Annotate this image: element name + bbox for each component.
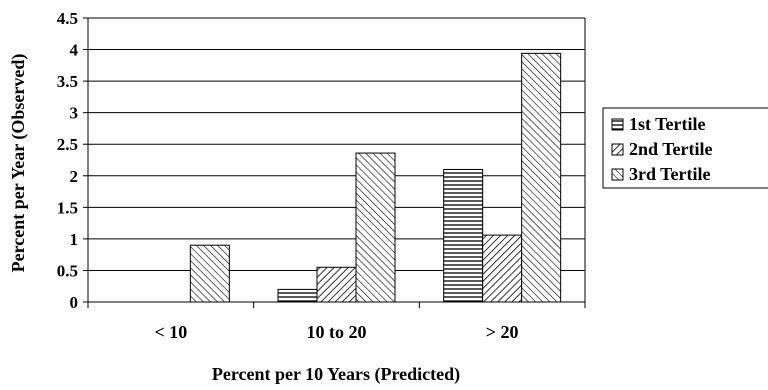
y-tick-label: 0	[70, 293, 79, 312]
bars	[189, 52, 562, 303]
legend-swatch	[611, 168, 624, 181]
y-tick-label: 4	[70, 41, 79, 60]
y-tick-label: 3	[70, 104, 79, 123]
x-category-label: > 20	[486, 322, 519, 342]
y-tick-label: 1	[70, 230, 79, 249]
bar-3-1	[189, 244, 230, 303]
axes	[87, 17, 586, 308]
bar-1-3	[443, 168, 484, 303]
y-tick-label: 2	[70, 167, 79, 186]
bar-2-3	[482, 234, 523, 303]
y-tick-label: 1.5	[57, 198, 78, 217]
y-tick-label: 4.5	[57, 9, 78, 28]
x-category-labels: < 10 10 to 20 > 20	[154, 322, 518, 342]
y-tick-labels: 0 0.5 1 1.5 2 2.5 3 3.5 4 4.5	[57, 9, 79, 312]
legend-label: 3rd Tertile	[629, 164, 711, 184]
bar-1-2	[277, 288, 318, 303]
x-category-label: 10 to 20	[307, 322, 367, 342]
bar-3-2	[355, 152, 396, 303]
y-axis-title: Percent per Year (Observed)	[8, 54, 29, 273]
legend: 1st Tertile 2nd Tertile 3rd Tertile	[602, 107, 768, 189]
y-tick-label: 0.5	[57, 261, 78, 280]
legend-swatch	[611, 118, 624, 131]
x-category-label: < 10	[154, 322, 187, 342]
y-tick-label: 2.5	[57, 135, 78, 154]
legend-label: 1st Tertile	[629, 114, 706, 134]
bar-3-3	[521, 52, 562, 303]
y-tick-label: 3.5	[57, 72, 78, 91]
x-axis-title: Percent per 10 Years (Predicted)	[212, 364, 460, 385]
bar-2-2	[316, 266, 357, 303]
legend-swatch	[611, 143, 624, 156]
legend-label: 2nd Tertile	[629, 139, 713, 159]
legend-box	[602, 107, 768, 189]
